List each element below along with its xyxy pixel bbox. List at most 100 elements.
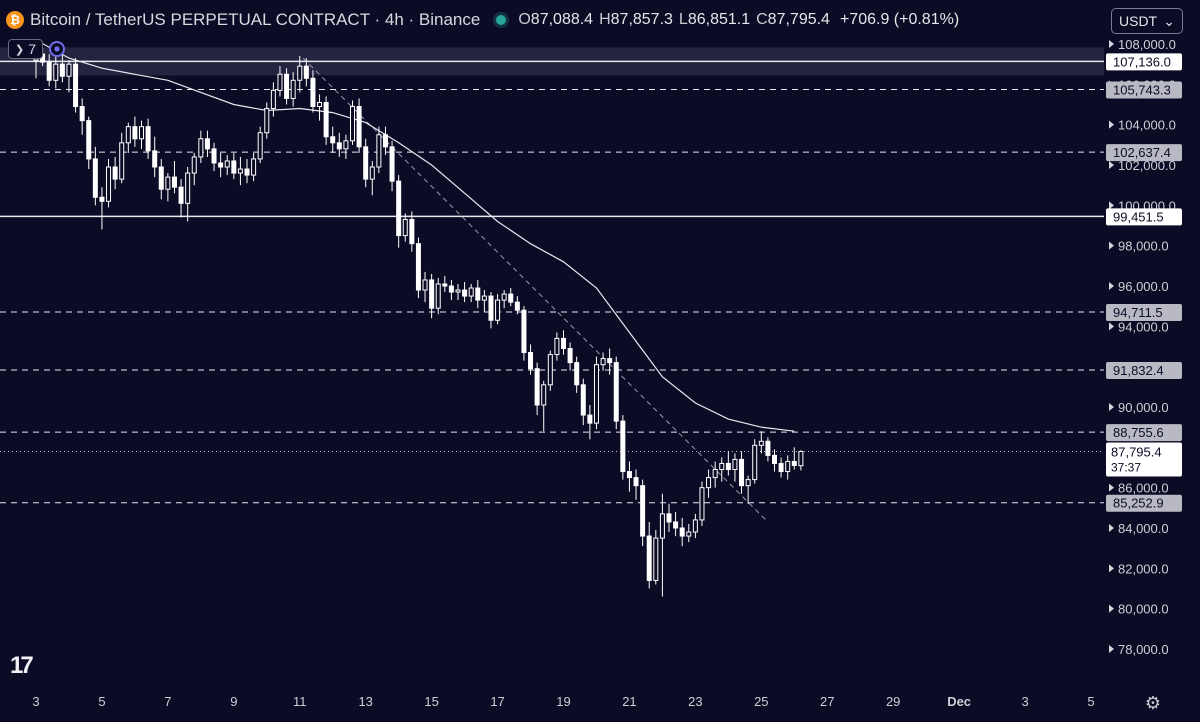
- candle-body-up: [251, 158, 257, 176]
- candle-89: [620, 415, 626, 480]
- candle-60: [429, 273, 435, 319]
- candle-body-up: [692, 519, 698, 533]
- candle-15: [132, 116, 138, 147]
- candle-12: [112, 156, 118, 190]
- indicator-toggle-button[interactable]: ❯ 7: [8, 39, 44, 59]
- currency-label: USDT: [1119, 13, 1158, 29]
- candle-body-down: [415, 243, 421, 291]
- candle-body-up: [719, 462, 725, 471]
- candle-body-down: [580, 384, 586, 416]
- y-tick-label: 94,000.0: [1118, 319, 1169, 334]
- candle-10: [99, 187, 105, 230]
- open-label: O: [518, 11, 531, 28]
- candle-16: [139, 120, 144, 149]
- candle-52: [376, 126, 382, 174]
- candle-body-down: [145, 126, 151, 152]
- candle-body-up: [468, 287, 474, 297]
- x-tick-label: 25: [754, 694, 768, 709]
- level-label: 107,136.0: [1113, 54, 1171, 69]
- candle-body-up: [191, 156, 197, 174]
- candle-17: [145, 118, 151, 159]
- candle-body-down: [442, 283, 448, 287]
- indicator-row: ❯ 7: [8, 39, 66, 59]
- level-label: 88,755.6: [1113, 425, 1164, 440]
- last-price-box: [1106, 442, 1182, 477]
- settings-gear-icon[interactable]: ⚙: [1144, 693, 1162, 713]
- y-tick-marker: [1109, 241, 1114, 250]
- candle-7: [79, 98, 85, 135]
- indicator-logo-icon[interactable]: [49, 41, 66, 57]
- candle-36: [270, 82, 276, 117]
- candle-body-up: [706, 477, 712, 489]
- y-tick-label: 108,000.0: [1118, 37, 1176, 52]
- candle-body-down: [567, 348, 573, 364]
- candle-31: [237, 156, 243, 186]
- level-label-box: [1106, 208, 1182, 226]
- trendline: [302, 57, 769, 523]
- candle-26: [204, 130, 210, 157]
- candle-70: [495, 294, 501, 325]
- candle-4: [59, 52, 65, 83]
- candle-body-up: [758, 440, 764, 446]
- candle-6: [73, 58, 79, 113]
- candle-body-up: [712, 469, 718, 479]
- candle-91: [633, 469, 639, 500]
- candle-53: [382, 126, 388, 155]
- currency-select[interactable]: USDT ⌄: [1111, 8, 1183, 34]
- y-tick-label: 90,000.0: [1118, 400, 1169, 415]
- chevron-down-icon: ⌄: [1163, 12, 1175, 29]
- candle-body-up: [653, 537, 659, 581]
- candle-body-up: [237, 168, 243, 174]
- candle-90: [626, 461, 632, 492]
- candle-33: [251, 152, 257, 182]
- y-tick-marker: [1109, 282, 1114, 290]
- y-tick-marker: [1109, 120, 1114, 129]
- candle-body-up: [277, 73, 283, 91]
- candle-body-down: [587, 414, 593, 424]
- candle-body-up: [481, 295, 487, 301]
- candle-85: [593, 356, 599, 430]
- candle-37: [277, 66, 283, 97]
- y-tick-marker: [1109, 161, 1114, 169]
- candle-99: [686, 523, 692, 543]
- close-label: C: [756, 11, 768, 28]
- candle-56: [402, 213, 408, 242]
- candle-8: [86, 116, 92, 170]
- candle-64: [455, 283, 461, 301]
- level-label: 85,252.9: [1113, 496, 1164, 511]
- candle-body-up: [785, 460, 791, 473]
- candle-44: [323, 96, 329, 145]
- candle-22: [178, 179, 184, 218]
- candle-98: [679, 517, 685, 547]
- tradingview-logo[interactable]: 17: [10, 652, 34, 679]
- candle-body-down: [666, 513, 672, 523]
- level-label: 91,832.4: [1113, 363, 1164, 378]
- candle-body-down: [534, 368, 540, 406]
- candle-82: [574, 356, 580, 393]
- candle-body-down: [620, 420, 626, 473]
- candle-body-down: [488, 295, 494, 321]
- x-tick-label: 19: [556, 694, 570, 709]
- candle-51: [369, 160, 375, 196]
- candle-30: [231, 152, 237, 180]
- candle-41: [303, 58, 309, 87]
- candle-40: [297, 56, 303, 93]
- bitcoin-icon: ₿: [6, 11, 24, 29]
- symbol-title[interactable]: Bitcoin / TetherUS PERPETUAL CONTRACT · …: [30, 10, 481, 29]
- candle-body-down: [561, 337, 566, 350]
- candle-body-up: [198, 138, 204, 158]
- x-tick-label: 7: [164, 694, 171, 709]
- candle-body-down: [86, 120, 92, 160]
- candle-body-down: [303, 65, 309, 79]
- y-tick-marker: [1109, 201, 1114, 210]
- market-status-icon: [496, 15, 507, 25]
- candle-84: [587, 404, 593, 440]
- candle-body-up: [119, 142, 125, 180]
- candle-body-down: [475, 287, 481, 301]
- candle-body-up: [422, 279, 428, 291]
- chart-header: ₿ Bitcoin / TetherUS PERPETUAL CONTRACT …: [6, 9, 959, 31]
- candle-body-down: [336, 142, 342, 150]
- low-value: 86,851.1: [687, 11, 751, 28]
- candle-body-down: [765, 440, 771, 456]
